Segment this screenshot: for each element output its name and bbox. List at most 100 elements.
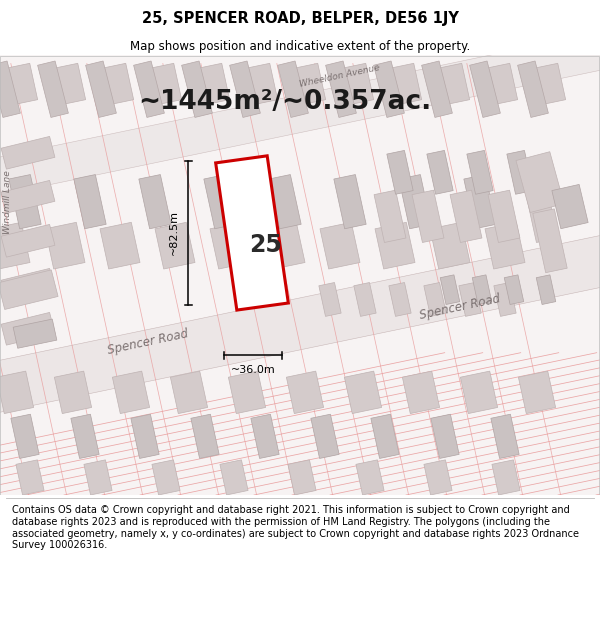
- Polygon shape: [326, 61, 356, 118]
- Text: Map shows position and indicative extent of the property.: Map shows position and indicative extent…: [130, 39, 470, 52]
- Polygon shape: [464, 174, 496, 229]
- Polygon shape: [182, 61, 212, 118]
- Polygon shape: [131, 414, 159, 459]
- Polygon shape: [375, 222, 415, 269]
- Polygon shape: [220, 460, 248, 495]
- Polygon shape: [467, 151, 493, 194]
- Polygon shape: [1, 224, 55, 257]
- Text: Spencer Road: Spencer Road: [418, 292, 502, 322]
- Polygon shape: [55, 371, 92, 414]
- Polygon shape: [472, 275, 492, 304]
- Polygon shape: [440, 275, 460, 304]
- Polygon shape: [152, 460, 180, 495]
- Polygon shape: [290, 63, 326, 106]
- Polygon shape: [491, 414, 519, 459]
- Polygon shape: [278, 61, 308, 118]
- Polygon shape: [450, 190, 482, 242]
- Polygon shape: [311, 414, 339, 459]
- Polygon shape: [1, 181, 55, 213]
- Polygon shape: [0, 19, 600, 208]
- Polygon shape: [86, 61, 116, 118]
- Polygon shape: [371, 414, 399, 459]
- Polygon shape: [0, 222, 600, 425]
- Polygon shape: [354, 282, 376, 316]
- Polygon shape: [518, 61, 548, 118]
- Polygon shape: [210, 222, 250, 269]
- Polygon shape: [13, 319, 57, 348]
- Polygon shape: [84, 460, 112, 495]
- Polygon shape: [229, 371, 266, 414]
- Polygon shape: [488, 190, 520, 242]
- Polygon shape: [434, 63, 470, 106]
- Polygon shape: [492, 460, 520, 495]
- Polygon shape: [459, 282, 481, 316]
- Polygon shape: [424, 460, 452, 495]
- Polygon shape: [470, 61, 500, 118]
- Polygon shape: [533, 209, 567, 272]
- Polygon shape: [386, 63, 422, 106]
- Polygon shape: [403, 371, 440, 414]
- Text: Windmill Lane: Windmill Lane: [4, 170, 13, 234]
- Polygon shape: [45, 222, 85, 269]
- Polygon shape: [504, 275, 524, 304]
- Polygon shape: [516, 152, 564, 213]
- Polygon shape: [71, 414, 99, 459]
- Polygon shape: [204, 174, 236, 229]
- Polygon shape: [518, 371, 556, 414]
- Text: 25: 25: [250, 232, 283, 257]
- Polygon shape: [265, 222, 305, 269]
- Polygon shape: [494, 282, 516, 316]
- Polygon shape: [430, 222, 470, 269]
- Polygon shape: [242, 63, 278, 106]
- Polygon shape: [412, 190, 444, 242]
- Polygon shape: [11, 414, 39, 459]
- Polygon shape: [230, 61, 260, 118]
- Polygon shape: [460, 371, 497, 414]
- Polygon shape: [0, 371, 34, 414]
- Polygon shape: [0, 61, 20, 118]
- Polygon shape: [286, 371, 323, 414]
- Polygon shape: [334, 174, 366, 229]
- Polygon shape: [374, 61, 404, 118]
- Text: 25, SPENCER ROAD, BELPER, DE56 1JY: 25, SPENCER ROAD, BELPER, DE56 1JY: [142, 11, 458, 26]
- Polygon shape: [100, 222, 140, 269]
- Polygon shape: [9, 174, 41, 229]
- Text: Wheeldon Avenue: Wheeldon Avenue: [299, 64, 381, 89]
- Polygon shape: [251, 414, 279, 459]
- Polygon shape: [485, 222, 525, 269]
- Text: Spencer Road: Spencer Road: [106, 328, 190, 357]
- Text: ~1445m²/~0.357ac.: ~1445m²/~0.357ac.: [139, 89, 431, 115]
- Polygon shape: [0, 270, 58, 309]
- Text: ~82.5m: ~82.5m: [169, 211, 179, 256]
- Polygon shape: [170, 371, 208, 414]
- Polygon shape: [319, 282, 341, 316]
- Polygon shape: [507, 151, 533, 194]
- Polygon shape: [1, 312, 55, 345]
- Polygon shape: [38, 61, 68, 118]
- Polygon shape: [387, 151, 413, 194]
- Polygon shape: [320, 222, 360, 269]
- Polygon shape: [356, 460, 384, 495]
- Polygon shape: [431, 414, 459, 459]
- Polygon shape: [536, 275, 556, 304]
- Polygon shape: [146, 63, 182, 106]
- Polygon shape: [50, 63, 86, 106]
- Polygon shape: [194, 63, 230, 106]
- Polygon shape: [374, 190, 406, 242]
- Polygon shape: [338, 63, 374, 106]
- Polygon shape: [139, 174, 171, 229]
- Polygon shape: [2, 63, 38, 106]
- Polygon shape: [0, 222, 30, 269]
- Polygon shape: [191, 414, 219, 459]
- Polygon shape: [215, 156, 289, 310]
- Polygon shape: [344, 371, 382, 414]
- Polygon shape: [98, 63, 134, 106]
- Text: Contains OS data © Crown copyright and database right 2021. This information is : Contains OS data © Crown copyright and d…: [12, 506, 579, 550]
- Polygon shape: [552, 184, 588, 229]
- Polygon shape: [16, 460, 44, 495]
- Polygon shape: [74, 174, 106, 229]
- Text: ~36.0m: ~36.0m: [230, 365, 275, 375]
- Polygon shape: [269, 174, 301, 229]
- Polygon shape: [1, 136, 55, 169]
- Polygon shape: [526, 190, 558, 242]
